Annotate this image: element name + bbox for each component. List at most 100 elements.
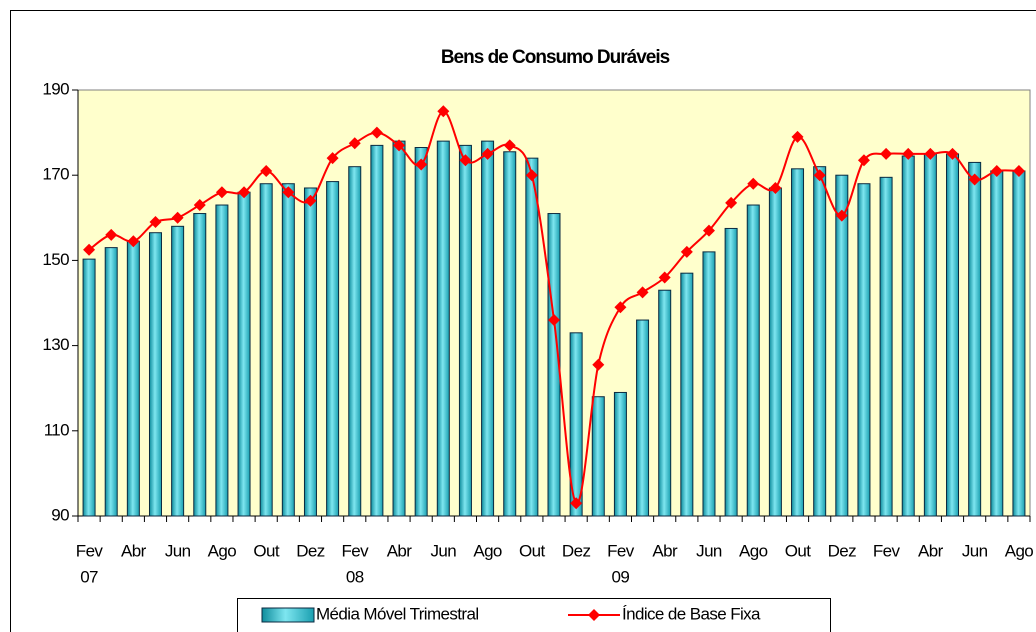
marker — [326, 152, 339, 165]
marker — [968, 173, 981, 186]
marker — [83, 243, 96, 256]
x-tick-label: Abr — [652, 541, 678, 560]
bar — [193, 213, 207, 517]
marker — [1012, 164, 1025, 177]
bar — [1012, 170, 1026, 517]
bar — [946, 153, 960, 517]
x-tick-label: Fev — [76, 541, 104, 560]
legend-label: Média Móvel Trimestral — [316, 604, 479, 623]
x-year-label: 07 — [80, 567, 98, 586]
marker — [260, 164, 273, 177]
bar — [547, 213, 561, 517]
bar — [458, 144, 472, 517]
bar — [768, 187, 782, 517]
marker — [481, 147, 494, 160]
marker — [370, 126, 383, 139]
x-tick-label: Fev — [873, 541, 901, 560]
bar — [702, 251, 716, 517]
bar — [857, 183, 871, 517]
marker — [880, 147, 893, 160]
x-tick-label: Dez — [828, 541, 857, 560]
x-tick-label: Dez — [296, 541, 325, 560]
marker — [503, 139, 516, 152]
bar — [990, 170, 1004, 517]
bar — [968, 161, 982, 517]
legend-box — [237, 598, 831, 632]
bar — [591, 396, 605, 517]
x-tick-label: Jun — [430, 541, 456, 560]
x-tick-label: Ago — [1005, 541, 1034, 560]
x-tick-label: Abr — [387, 541, 413, 560]
marker — [348, 137, 361, 150]
marker — [924, 147, 937, 160]
x-tick-label: Fev — [607, 541, 635, 560]
marker — [238, 186, 251, 199]
x-tick-label: Abr — [918, 541, 944, 560]
y-tick-label: 110 — [44, 420, 69, 439]
y-tick-label: 130 — [42, 335, 69, 354]
marker — [415, 158, 428, 171]
bar — [658, 289, 672, 517]
marker — [614, 301, 627, 314]
marker — [791, 130, 804, 143]
bar — [348, 166, 362, 517]
line — [88, 110, 1019, 505]
bar — [791, 168, 805, 517]
marker — [747, 177, 760, 190]
marker — [149, 216, 162, 229]
bar — [481, 140, 495, 517]
bar — [370, 144, 384, 517]
legend-label: Índice de Base Fixa — [622, 604, 761, 623]
bar — [148, 232, 162, 517]
marker — [813, 169, 826, 182]
bar — [746, 204, 760, 517]
y-tick-label: 190 — [42, 79, 69, 98]
marker — [990, 164, 1003, 177]
bar — [414, 147, 428, 517]
x-tick-label: Out — [785, 541, 811, 560]
bar — [82, 258, 96, 517]
marker — [680, 245, 693, 258]
marker — [193, 199, 206, 212]
x-tick-label: Out — [253, 541, 279, 560]
marker — [725, 196, 738, 209]
bar — [613, 391, 627, 517]
bar — [503, 151, 517, 517]
x-tick-label: Dez — [562, 541, 591, 560]
bar — [835, 174, 849, 517]
bar — [923, 153, 937, 517]
bar — [126, 240, 140, 517]
marker — [304, 194, 317, 207]
y-tick-label: 90 — [51, 505, 69, 524]
legend-marker — [588, 609, 600, 621]
bar — [525, 157, 539, 517]
x-tick-label: Ago — [739, 541, 768, 560]
bar — [636, 319, 650, 517]
marker — [592, 358, 605, 371]
marker — [459, 154, 472, 167]
marker — [946, 147, 959, 160]
legend-swatch — [261, 607, 315, 623]
marker — [570, 497, 583, 510]
x-year-label: 08 — [346, 567, 364, 586]
marker — [282, 186, 295, 199]
chart-title: Bens de Consumo Duráveis — [441, 47, 670, 68]
marker — [525, 169, 538, 182]
bar — [104, 247, 118, 517]
bar — [326, 181, 340, 517]
bar — [171, 225, 185, 517]
bar — [569, 332, 583, 517]
x-tick-label: Ago — [473, 541, 502, 560]
x-tick-label: Jun — [165, 541, 191, 560]
marker — [835, 209, 848, 222]
bar — [436, 140, 450, 517]
marker — [171, 211, 184, 224]
marker — [857, 154, 870, 167]
bar — [237, 191, 251, 517]
legend — [237, 598, 831, 632]
bar — [680, 272, 694, 517]
bar — [392, 140, 406, 517]
y-tick-label: 150 — [42, 250, 69, 269]
marker — [658, 271, 671, 284]
x-tick-label: Jun — [962, 541, 988, 560]
